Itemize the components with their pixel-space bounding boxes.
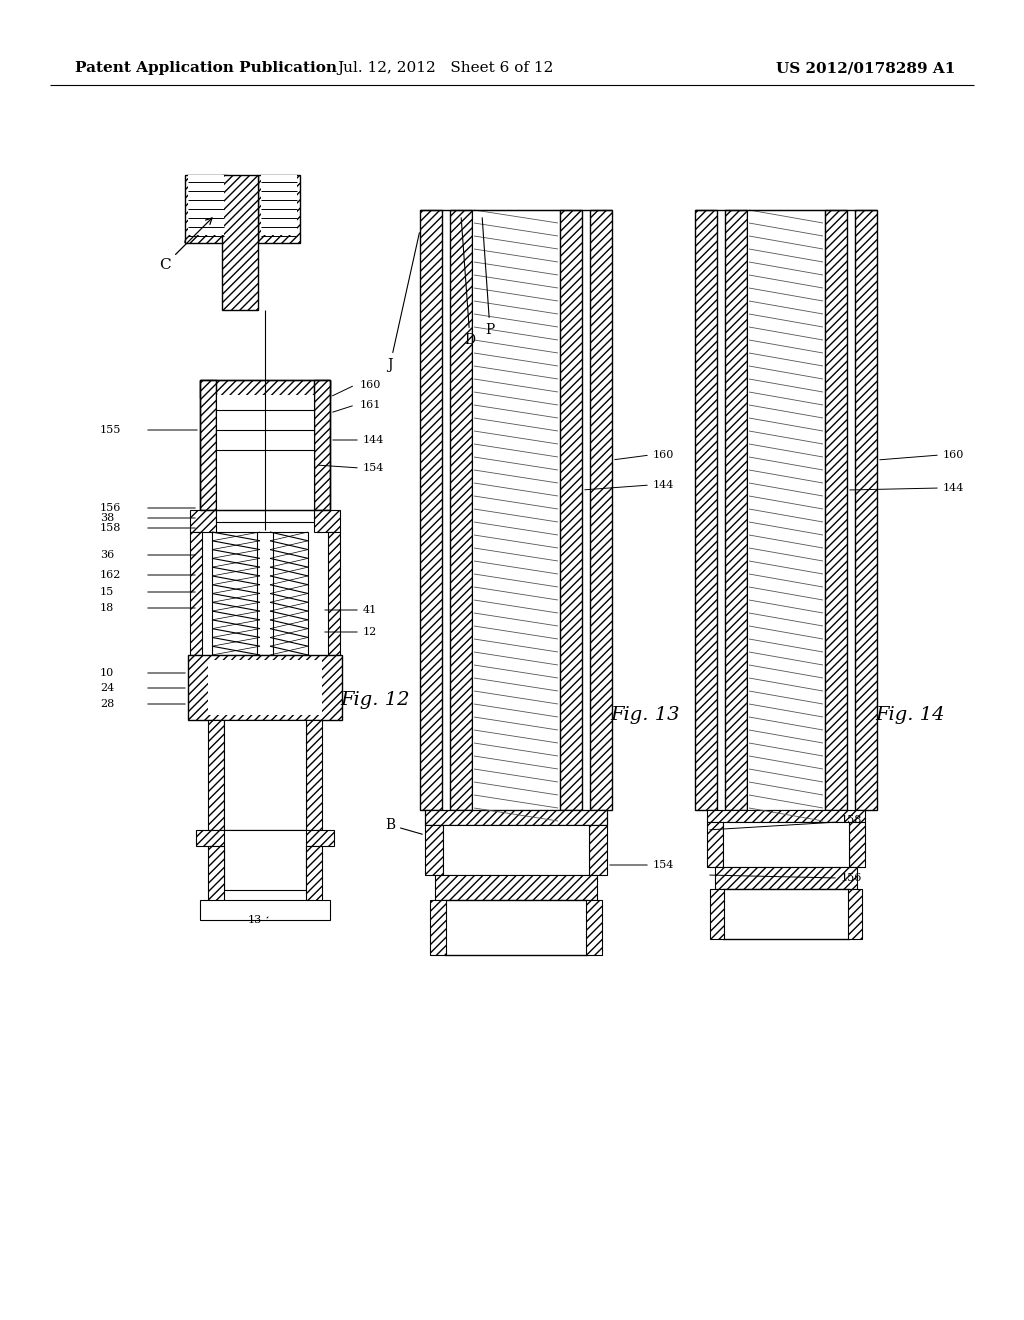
Bar bbox=[723, 888, 849, 939]
Bar bbox=[443, 825, 589, 875]
Bar bbox=[746, 210, 825, 810]
Bar bbox=[306, 719, 322, 830]
Bar bbox=[435, 875, 597, 900]
Bar bbox=[560, 210, 582, 810]
Text: 158: 158 bbox=[841, 814, 862, 825]
Bar bbox=[224, 830, 306, 890]
Bar bbox=[200, 380, 330, 399]
Text: 154: 154 bbox=[653, 861, 675, 870]
Bar bbox=[200, 380, 216, 510]
Text: 36: 36 bbox=[100, 550, 115, 560]
Bar bbox=[715, 867, 857, 888]
Bar bbox=[314, 380, 330, 510]
Bar bbox=[212, 532, 308, 655]
Text: 162: 162 bbox=[100, 570, 122, 579]
Text: P: P bbox=[482, 218, 495, 337]
Bar bbox=[222, 176, 258, 310]
Text: 18: 18 bbox=[100, 603, 115, 612]
Bar bbox=[707, 810, 865, 822]
Text: 154: 154 bbox=[362, 463, 384, 473]
Bar bbox=[707, 822, 723, 867]
Bar bbox=[208, 660, 322, 715]
Text: 144: 144 bbox=[362, 436, 384, 445]
Bar bbox=[190, 510, 216, 532]
Bar bbox=[208, 719, 224, 830]
Bar bbox=[723, 822, 849, 867]
Text: Fig. 13: Fig. 13 bbox=[610, 706, 680, 723]
Bar bbox=[208, 846, 224, 902]
Text: 144: 144 bbox=[943, 483, 965, 492]
Bar bbox=[216, 395, 314, 510]
Text: 156: 156 bbox=[841, 873, 862, 883]
Text: 10: 10 bbox=[100, 668, 115, 678]
Text: J: J bbox=[387, 232, 420, 372]
Bar bbox=[328, 532, 340, 655]
Text: US 2012/0178289 A1: US 2012/0178289 A1 bbox=[775, 61, 955, 75]
Bar bbox=[306, 846, 322, 902]
Text: Fig. 14: Fig. 14 bbox=[874, 706, 944, 723]
Bar bbox=[425, 810, 607, 825]
Text: 160: 160 bbox=[653, 450, 675, 459]
Text: D: D bbox=[461, 218, 475, 347]
Text: 12: 12 bbox=[362, 627, 377, 638]
Text: 155: 155 bbox=[100, 425, 122, 436]
Text: Jul. 12, 2012   Sheet 6 of 12: Jul. 12, 2012 Sheet 6 of 12 bbox=[337, 61, 553, 75]
Bar bbox=[825, 210, 847, 810]
Bar bbox=[848, 888, 862, 939]
Circle shape bbox=[216, 681, 228, 693]
Bar bbox=[185, 176, 227, 243]
Text: 158: 158 bbox=[100, 523, 122, 533]
Bar bbox=[855, 210, 877, 810]
Bar bbox=[710, 888, 724, 939]
Text: C: C bbox=[159, 218, 212, 272]
Bar bbox=[190, 532, 202, 655]
Text: 38: 38 bbox=[100, 513, 115, 523]
Text: Fig. 12: Fig. 12 bbox=[340, 690, 410, 709]
Bar bbox=[196, 830, 334, 846]
Bar bbox=[586, 900, 602, 954]
Bar bbox=[200, 900, 330, 920]
Bar bbox=[472, 210, 560, 810]
Circle shape bbox=[302, 681, 314, 693]
Text: 24: 24 bbox=[100, 682, 115, 693]
Bar bbox=[725, 210, 746, 810]
Text: 160: 160 bbox=[360, 380, 381, 389]
Text: 41: 41 bbox=[362, 605, 377, 615]
Bar bbox=[188, 655, 342, 719]
Bar bbox=[430, 900, 446, 954]
Text: 161: 161 bbox=[360, 400, 381, 411]
Text: B: B bbox=[385, 818, 422, 834]
Bar bbox=[216, 510, 314, 521]
Bar bbox=[420, 210, 442, 810]
Text: 28: 28 bbox=[100, 700, 115, 709]
Bar bbox=[849, 822, 865, 867]
Text: 156: 156 bbox=[100, 503, 122, 513]
Bar bbox=[445, 900, 587, 954]
Bar bbox=[450, 210, 472, 810]
Bar bbox=[224, 719, 306, 830]
Bar bbox=[590, 210, 612, 810]
Bar bbox=[695, 210, 717, 810]
Bar bbox=[589, 825, 607, 875]
Bar bbox=[425, 825, 443, 875]
Bar bbox=[258, 176, 300, 243]
Text: 15: 15 bbox=[100, 587, 115, 597]
Bar bbox=[188, 176, 224, 235]
Text: Patent Application Publication: Patent Application Publication bbox=[75, 61, 337, 75]
Bar bbox=[314, 510, 340, 532]
Text: 160: 160 bbox=[943, 450, 965, 459]
Text: 144: 144 bbox=[653, 480, 675, 490]
Text: 13: 13 bbox=[248, 915, 262, 925]
Bar bbox=[261, 176, 297, 235]
